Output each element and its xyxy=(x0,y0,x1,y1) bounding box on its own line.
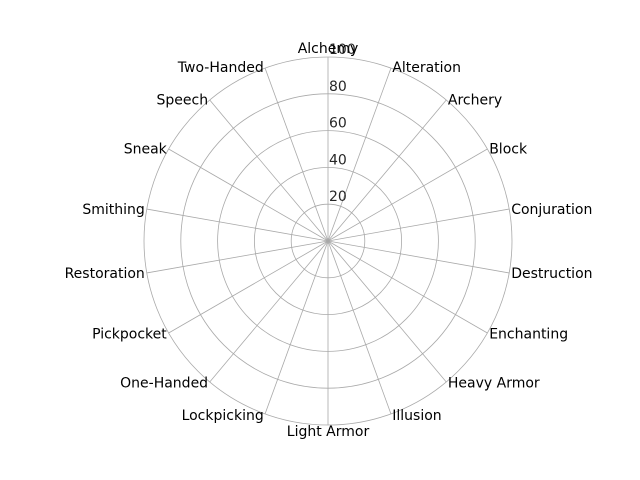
spoke-lockpicking xyxy=(264,240,329,415)
category-label-one-handed: One-Handed xyxy=(120,376,208,392)
category-label-alteration: Alteration xyxy=(392,60,461,76)
category-label-block: Block xyxy=(489,142,528,158)
category-label-sneak: Sneak xyxy=(124,142,168,158)
r-tick-label: 80 xyxy=(329,79,347,95)
category-label-alchemy: Alchemy xyxy=(298,41,359,57)
spoke-heavy-armor xyxy=(327,240,447,383)
category-label-light-armor: Light Armor xyxy=(287,424,370,440)
category-labels: Alchemy Alteration Archery Block Conjuration… xyxy=(65,41,593,440)
spoke-block xyxy=(327,148,488,242)
spoke-sneak xyxy=(168,148,329,242)
radial-tick-labels: 20 40 60 80 100 xyxy=(329,42,356,205)
spoke-destruction xyxy=(327,240,510,274)
spoke-one-handed xyxy=(209,240,329,383)
category-label-conjuration: Conjuration xyxy=(511,202,592,218)
spoke-enchanting xyxy=(327,240,488,334)
category-label-restoration: Restoration xyxy=(65,266,145,282)
category-label-heavy-armor: Heavy Armor xyxy=(448,376,540,392)
category-label-archery: Archery xyxy=(448,92,502,108)
category-label-two-handed: Two-Handed xyxy=(177,60,264,76)
spoke-illusion xyxy=(327,240,392,415)
category-label-enchanting: Enchanting xyxy=(489,327,568,343)
category-label-pickpocket: Pickpocket xyxy=(92,327,167,343)
angular-grid xyxy=(146,57,510,425)
spoke-pickpocket xyxy=(168,240,329,334)
r-tick-label: 100 xyxy=(329,42,356,58)
category-label-destruction: Destruction xyxy=(511,266,592,282)
r-tick-label: 20 xyxy=(329,189,347,205)
spoke-alteration xyxy=(327,67,392,242)
category-label-smithing: Smithing xyxy=(82,202,144,218)
category-label-lockpicking: Lockpicking xyxy=(182,408,264,424)
spoke-speech xyxy=(209,99,329,242)
r-tick-label: 40 xyxy=(329,152,347,168)
category-label-speech: Speech xyxy=(157,92,209,108)
spoke-two-handed xyxy=(264,67,329,242)
r-tick-label: 60 xyxy=(329,116,347,132)
spoke-conjuration xyxy=(327,208,510,242)
spoke-smithing xyxy=(146,208,329,242)
spoke-archery xyxy=(327,99,447,242)
spoke-restoration xyxy=(146,240,329,274)
category-label-illusion: Illusion xyxy=(392,408,441,424)
